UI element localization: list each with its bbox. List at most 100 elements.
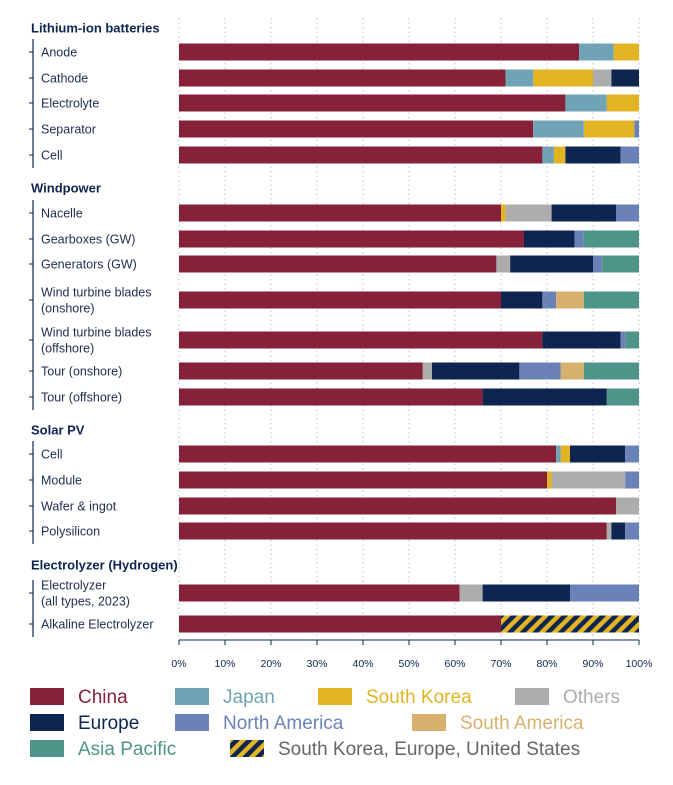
row-label: Wind turbine blades bbox=[41, 286, 151, 300]
bar-segment-japan bbox=[533, 120, 584, 138]
x-tick-label: 80% bbox=[536, 658, 557, 670]
group-title: Solar PV bbox=[31, 423, 85, 438]
bar-segment-china bbox=[179, 445, 557, 463]
row-label: Module bbox=[41, 474, 82, 488]
bar-segment-south-america bbox=[556, 291, 584, 309]
bar-segment-others bbox=[496, 255, 511, 273]
x-tick-label: 90% bbox=[582, 658, 603, 670]
bar-segment-skeu-us bbox=[501, 615, 639, 633]
bar-segment-asia-pacific bbox=[583, 291, 639, 309]
legend-label: Others bbox=[563, 687, 620, 708]
legend-label: Asia Pacific bbox=[78, 739, 176, 760]
bar-segment-china bbox=[179, 471, 547, 489]
bar-segment-japan bbox=[579, 43, 614, 61]
row-label: Electrolyzer bbox=[41, 579, 106, 593]
bar-segment-china bbox=[179, 497, 616, 515]
bar-segment-europe bbox=[524, 230, 575, 248]
legend-label: South America bbox=[460, 713, 584, 734]
bar-segment-japan bbox=[565, 94, 607, 112]
bar-segment-others bbox=[616, 497, 639, 515]
bar-segment-south-korea bbox=[533, 69, 593, 87]
bar-segment-china bbox=[179, 331, 543, 349]
legend: China Japan South Korea Others Europe North A… bbox=[30, 687, 620, 760]
legend-swatch-south-america bbox=[412, 714, 446, 731]
bar-segment-china bbox=[179, 120, 534, 138]
row-label: (offshore) bbox=[41, 342, 94, 356]
x-tick-label: 30% bbox=[306, 658, 327, 670]
bar-segment-china bbox=[179, 94, 566, 112]
bar-segment-china bbox=[179, 230, 524, 248]
bar-segment-others bbox=[551, 471, 626, 489]
bar-segment-china bbox=[179, 146, 543, 164]
row-label: Anode bbox=[41, 46, 77, 60]
bar-segment-china bbox=[179, 291, 501, 309]
bar-segment-south-america bbox=[560, 362, 584, 380]
bar-segment-north-america bbox=[593, 255, 603, 273]
x-tick-label: 100% bbox=[626, 658, 653, 670]
bar-segment-china bbox=[179, 615, 501, 633]
bar-segment-europe bbox=[432, 362, 520, 380]
legend-swatch-others bbox=[515, 688, 549, 705]
bar-segment-others bbox=[422, 362, 432, 380]
bar-segment-north-america bbox=[625, 522, 639, 540]
bar-segment-north-america bbox=[574, 230, 584, 248]
bar-segment-asia-pacific bbox=[606, 388, 639, 406]
row-label: (all types, 2023) bbox=[41, 595, 130, 609]
legend-swatch-china bbox=[30, 688, 64, 705]
x-tick-label: 50% bbox=[398, 658, 419, 670]
bar-segment-south-korea bbox=[560, 445, 570, 463]
x-tick-label: 10% bbox=[214, 658, 235, 670]
row-label: Generators (GW) bbox=[41, 258, 137, 272]
bar-segment-japan bbox=[556, 445, 561, 463]
bar-segment-south-korea bbox=[553, 146, 566, 164]
x-tick-label: 20% bbox=[260, 658, 281, 670]
bar-segment-europe bbox=[501, 291, 543, 309]
bar-segment-europe bbox=[570, 445, 626, 463]
bar-segment-asia-pacific bbox=[625, 331, 639, 349]
bar-segment-europe bbox=[611, 69, 639, 87]
bar-segment-europe bbox=[510, 255, 593, 273]
bar-segment-china bbox=[179, 388, 483, 406]
bar-segment-europe bbox=[482, 388, 607, 406]
legend-swatch-skeu-us bbox=[230, 740, 264, 757]
legend-label: South Korea, Europe, United States bbox=[278, 739, 580, 760]
bar-segment-china bbox=[179, 522, 607, 540]
legend-swatch-asia-pacific bbox=[30, 740, 64, 757]
row-label: (onshore) bbox=[41, 302, 95, 316]
x-tick-label: 60% bbox=[444, 658, 465, 670]
row-label: Cell bbox=[41, 448, 63, 462]
row-label: Polysilicon bbox=[41, 525, 100, 539]
bar-segment-china bbox=[179, 204, 501, 222]
bar-rows bbox=[179, 43, 639, 633]
row-label: Gearboxes (GW) bbox=[41, 233, 135, 247]
bar-segment-north-america bbox=[620, 331, 626, 349]
legend-label: Europe bbox=[78, 713, 139, 734]
bar-segment-south-korea bbox=[547, 471, 552, 489]
group-brackets bbox=[29, 39, 34, 637]
bar-segment-china bbox=[179, 43, 580, 61]
bar-segment-others bbox=[505, 204, 552, 222]
row-label: Wafer & ingot bbox=[41, 500, 117, 514]
bar-segment-japan bbox=[505, 69, 534, 87]
bar-segment-europe bbox=[482, 584, 570, 602]
legend-swatch-europe bbox=[30, 714, 64, 731]
bar-segment-north-america bbox=[634, 120, 639, 138]
legend-swatch-north-america bbox=[175, 714, 209, 731]
bar-segment-china bbox=[179, 69, 506, 87]
legend-label: China bbox=[78, 687, 128, 708]
bar-segment-asia-pacific bbox=[583, 362, 639, 380]
legend-swatch-japan bbox=[175, 688, 209, 705]
row-label: Electrolyte bbox=[41, 97, 99, 111]
bar-segment-north-america bbox=[570, 584, 639, 602]
bar-segment-japan bbox=[542, 146, 554, 164]
legend-swatch-south-korea bbox=[318, 688, 352, 705]
bar-segment-south-korea bbox=[613, 43, 639, 61]
bar-segment-asia-pacific bbox=[583, 230, 639, 248]
bar-segment-south-korea bbox=[501, 204, 506, 222]
bar-segment-europe bbox=[611, 522, 626, 540]
bar-segment-north-america bbox=[519, 362, 561, 380]
bar-segment-north-america bbox=[620, 146, 639, 164]
x-tick-label: 40% bbox=[352, 658, 373, 670]
row-label: Nacelle bbox=[41, 207, 83, 221]
